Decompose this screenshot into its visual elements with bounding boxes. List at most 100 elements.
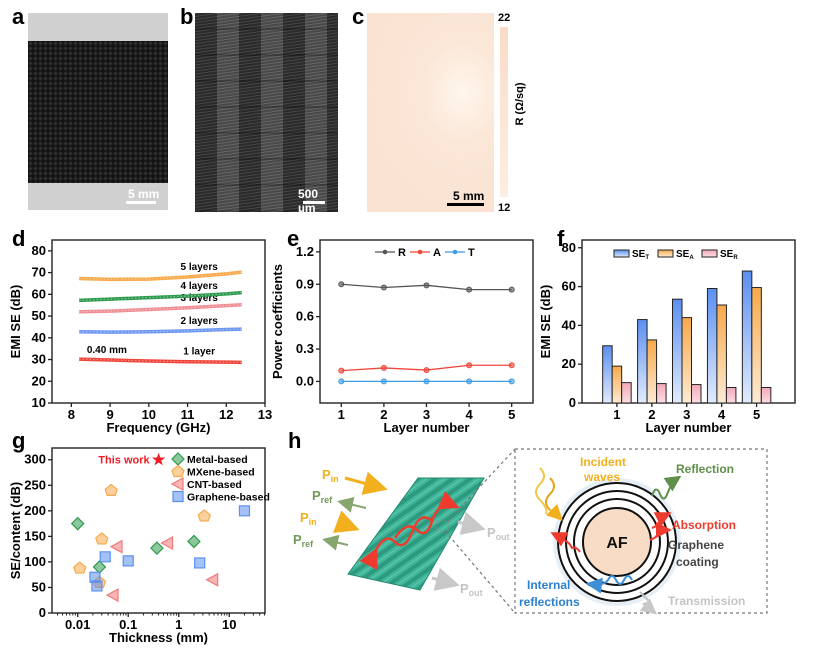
panel-label-e: e (287, 226, 300, 251)
legend-swatch (657, 249, 674, 258)
absorption-arrow-icon (550, 532, 581, 553)
graphene-label: Graphene (668, 538, 724, 552)
legend-label-main: SE (676, 249, 690, 260)
bar (621, 382, 632, 404)
data-point (466, 286, 473, 293)
y-tick-label: 100 (24, 554, 46, 569)
data-point-square (122, 555, 134, 567)
reflected-arrow-icon (322, 534, 349, 551)
bar (681, 317, 693, 404)
bar (741, 270, 753, 404)
internal-reflection-icon (586, 575, 633, 594)
p-ref-label: Pref (293, 532, 314, 549)
series-line (79, 290, 242, 303)
colorbar-max: 22 (498, 12, 511, 24)
series-markers (79, 304, 242, 313)
legend-label-sub: R (733, 255, 738, 261)
x-axis-label: Frequency (GHz) (106, 420, 210, 435)
data-point-pentagon (73, 561, 87, 574)
y-axis-label: EMI SE (dB) (538, 285, 553, 359)
this-work-star-icon (151, 452, 166, 466)
legend-label: A (433, 247, 441, 259)
legend-label: R (398, 247, 406, 259)
x-axis-label: Thickness (mm) (109, 630, 208, 645)
x-tick-label: 1 (338, 407, 345, 422)
data-point-diamond (70, 516, 85, 531)
core-label: AF (606, 535, 628, 552)
data-point (508, 286, 515, 293)
series-line (79, 357, 242, 365)
incident-wave-icon (545, 477, 563, 521)
data-point-diamond (187, 534, 201, 549)
p-out-label: Pout (460, 581, 483, 598)
scale-bar-a (126, 201, 156, 204)
data-point (466, 378, 473, 385)
p-out-label: Pout (487, 525, 510, 542)
reflection-wave-icon (651, 475, 682, 500)
sem-image: 500 µm (195, 13, 338, 212)
y-tick-label: 40 (32, 330, 46, 345)
bar (706, 288, 718, 404)
bar (637, 319, 648, 404)
data-point (423, 282, 430, 289)
y-tick-label: 0.9 (296, 276, 314, 291)
data-point-triangle-left (160, 536, 174, 551)
y-tick-label: 0.3 (296, 341, 314, 356)
y-tick-label: 60 (32, 286, 46, 301)
x-tick-label: 10 (142, 407, 156, 422)
legend-marker (171, 464, 185, 478)
x-tick-label: 13 (258, 407, 272, 422)
y-tick-label: 80 (32, 243, 46, 258)
y-tick-label: 0 (569, 395, 576, 410)
p-in-label: Pin (322, 467, 339, 484)
bar (716, 304, 727, 404)
x-tick-label: 11 (181, 407, 195, 422)
series-label: 1 layer (183, 347, 215, 358)
x-tick-label: 9 (106, 407, 113, 422)
series-label: 2 layers (181, 316, 219, 327)
zoom-connector (447, 448, 516, 522)
series-markers (79, 292, 242, 301)
series-line (79, 270, 242, 282)
transmission-arrow-icon (639, 591, 658, 615)
data-point (380, 378, 387, 385)
y-tick-label: 30 (32, 352, 46, 367)
y-tick-label: 1.2 (296, 244, 314, 259)
graphene-label: coating (676, 555, 719, 569)
legend-marker (172, 490, 184, 503)
legend-marker (170, 476, 184, 492)
y-tick-label: 200 (24, 503, 46, 518)
transmission-label: Transmission (668, 594, 745, 608)
transmitted-arrow-icon (431, 567, 460, 591)
data-point-pentagon (197, 509, 211, 522)
data-point (338, 367, 345, 374)
panel-label-c: c (352, 4, 365, 29)
y-tick-label: 50 (32, 579, 46, 594)
incident-arrow-icon (344, 471, 388, 495)
scale-bar-b (303, 201, 325, 204)
data-point-pentagon (95, 532, 109, 545)
p-in-label: Pin (300, 510, 317, 527)
legend-marker (382, 249, 388, 255)
data-point-square (238, 505, 251, 517)
incident-wave-icon (535, 467, 548, 515)
x-tick-label: 10 (222, 617, 236, 632)
legend-label-main: SE (720, 249, 734, 260)
colorbar (500, 27, 508, 197)
x-tick-label: 1 (175, 617, 182, 632)
internal-reflections-label: Internal (527, 578, 570, 592)
x-axis-label: Layer number (646, 420, 732, 435)
panel-label-b: b (180, 4, 194, 29)
y-tick-label: 0.0 (296, 373, 314, 388)
data-point-square (91, 580, 103, 592)
this-work-label: This work (98, 455, 150, 467)
x-tick-label: 0.1 (119, 617, 137, 632)
scale-bar-c (447, 203, 484, 206)
colorbar-min: 12 (498, 202, 511, 214)
bar (656, 383, 667, 404)
reflection-label: Reflection (676, 462, 734, 476)
legend-label-sub: T (645, 255, 649, 261)
series-line (79, 327, 242, 334)
series-label: 3 layers (181, 293, 219, 304)
y-tick-label: 150 (24, 528, 46, 543)
